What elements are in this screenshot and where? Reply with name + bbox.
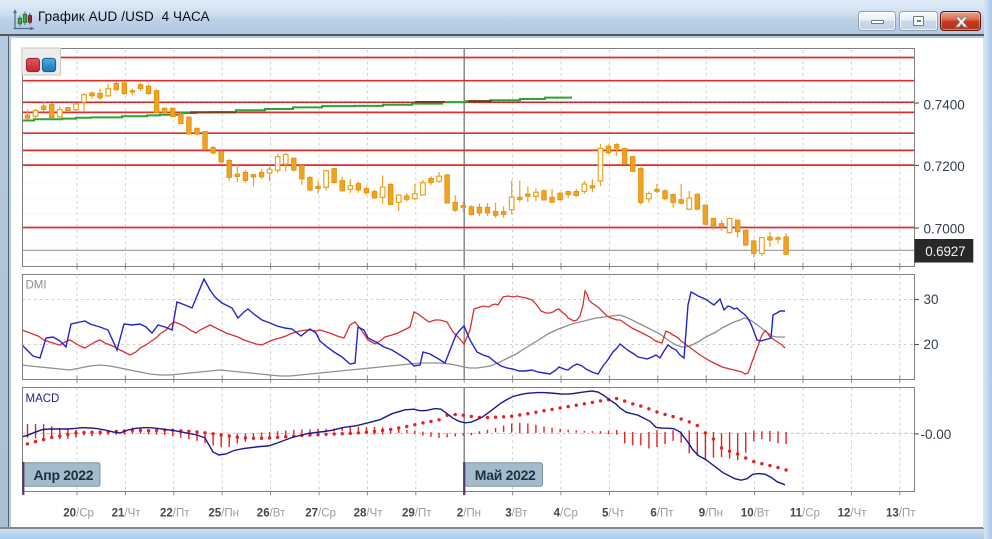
svg-text:/Вт: /Вт: [270, 508, 286, 520]
svg-text:10: 10: [741, 508, 754, 520]
svg-text:2: 2: [457, 508, 463, 520]
svg-text:/Ср: /Ср: [76, 508, 94, 520]
svg-text:/Пн: /Пн: [705, 508, 723, 520]
svg-text:30: 30: [924, 292, 939, 307]
svg-text:4: 4: [554, 508, 561, 520]
svg-text:/Пт: /Пт: [657, 508, 674, 520]
svg-text:/Пн: /Пн: [221, 508, 239, 520]
svg-text:DMI: DMI: [26, 280, 47, 292]
svg-text:25: 25: [208, 508, 221, 520]
svg-text:/Ср: /Ср: [560, 508, 578, 520]
svg-text:-0.00: -0.00: [921, 427, 952, 442]
svg-text:12: 12: [838, 508, 851, 520]
svg-text:0.7200: 0.7200: [924, 159, 965, 174]
svg-text:21: 21: [112, 508, 125, 520]
svg-text:/Вт: /Вт: [754, 508, 770, 520]
svg-text:MACD: MACD: [26, 393, 60, 405]
svg-text:/Ср: /Ср: [318, 508, 336, 520]
svg-text:20: 20: [924, 337, 939, 352]
svg-text:/Пн: /Пн: [463, 508, 481, 520]
svg-text:0.7000: 0.7000: [924, 221, 965, 236]
svg-text:/Пт: /Пт: [415, 508, 432, 520]
svg-text:/Чт: /Чт: [124, 508, 141, 520]
svg-text:0.6927: 0.6927: [925, 244, 965, 259]
svg-text:11: 11: [790, 508, 803, 520]
svg-text:Апр 2022: Апр 2022: [34, 467, 94, 483]
svg-text:/Чт: /Чт: [608, 508, 625, 520]
svg-text:/Пт: /Пт: [173, 508, 190, 520]
svg-text:5: 5: [602, 508, 609, 520]
svg-text:6: 6: [650, 508, 656, 520]
svg-text:13: 13: [886, 508, 899, 520]
svg-text:/Чт: /Чт: [850, 508, 867, 520]
svg-text:20: 20: [63, 508, 76, 520]
svg-text:/Ср: /Ср: [802, 508, 820, 520]
svg-text:/Вт: /Вт: [512, 508, 528, 520]
svg-text:22: 22: [160, 508, 173, 520]
svg-text:Май 2022: Май 2022: [475, 467, 536, 483]
svg-text:/Пт: /Пт: [899, 508, 916, 520]
svg-text:9: 9: [699, 508, 705, 520]
svg-text:29: 29: [402, 508, 415, 520]
svg-text:28: 28: [354, 508, 367, 520]
svg-text:27: 27: [305, 508, 318, 520]
svg-text:0.7400: 0.7400: [924, 97, 965, 112]
svg-text:26: 26: [257, 508, 270, 520]
svg-text:3: 3: [505, 508, 511, 520]
svg-text:/Чт: /Чт: [366, 508, 383, 520]
